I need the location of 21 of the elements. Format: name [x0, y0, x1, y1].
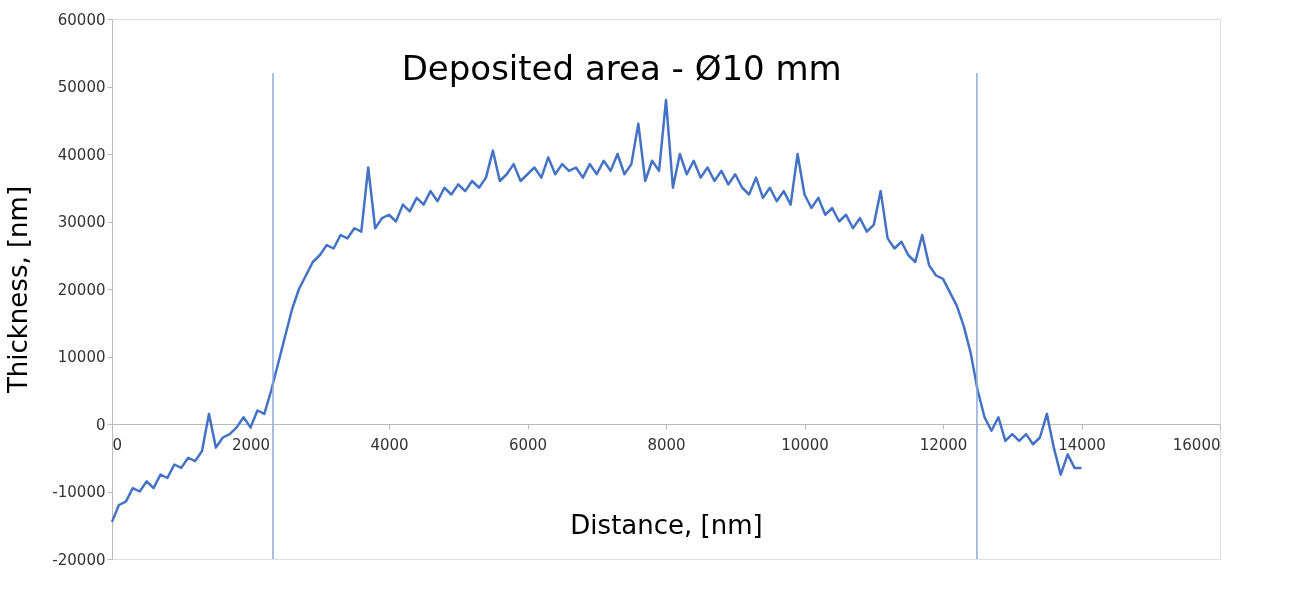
text: Deposited area - Ø10 mm	[401, 48, 842, 89]
y-tick-label: 40000	[57, 145, 106, 164]
y-tick-label: 0	[95, 415, 106, 434]
x-tick-label: 2000	[231, 435, 271, 454]
y-tick-label: -10000	[52, 483, 106, 501]
y-tick-label: 60000	[57, 10, 106, 29]
y-tick-label: 30000	[57, 213, 106, 231]
y-tick-label: 50000	[57, 78, 106, 96]
y-axis-title: Thickness, [nm]	[3, 185, 34, 395]
x-axis-title: Distance, [nm]	[570, 509, 763, 540]
x-tick-label: 10000	[781, 435, 829, 454]
x-tick-label: 14000	[1058, 435, 1106, 454]
y-tick-label: -20000	[52, 550, 106, 569]
x-tick-label: 16000	[1172, 435, 1221, 454]
x-tick-label: 12000	[919, 435, 968, 454]
x-tick-label: 0	[112, 435, 123, 454]
y-tick-label: 10000	[57, 348, 106, 366]
x-tick-label: 8000	[647, 435, 686, 454]
x-tick-label: 4000	[370, 435, 409, 454]
y-tick-label: 20000	[57, 280, 106, 299]
x-tick-label: 6000	[508, 435, 548, 454]
